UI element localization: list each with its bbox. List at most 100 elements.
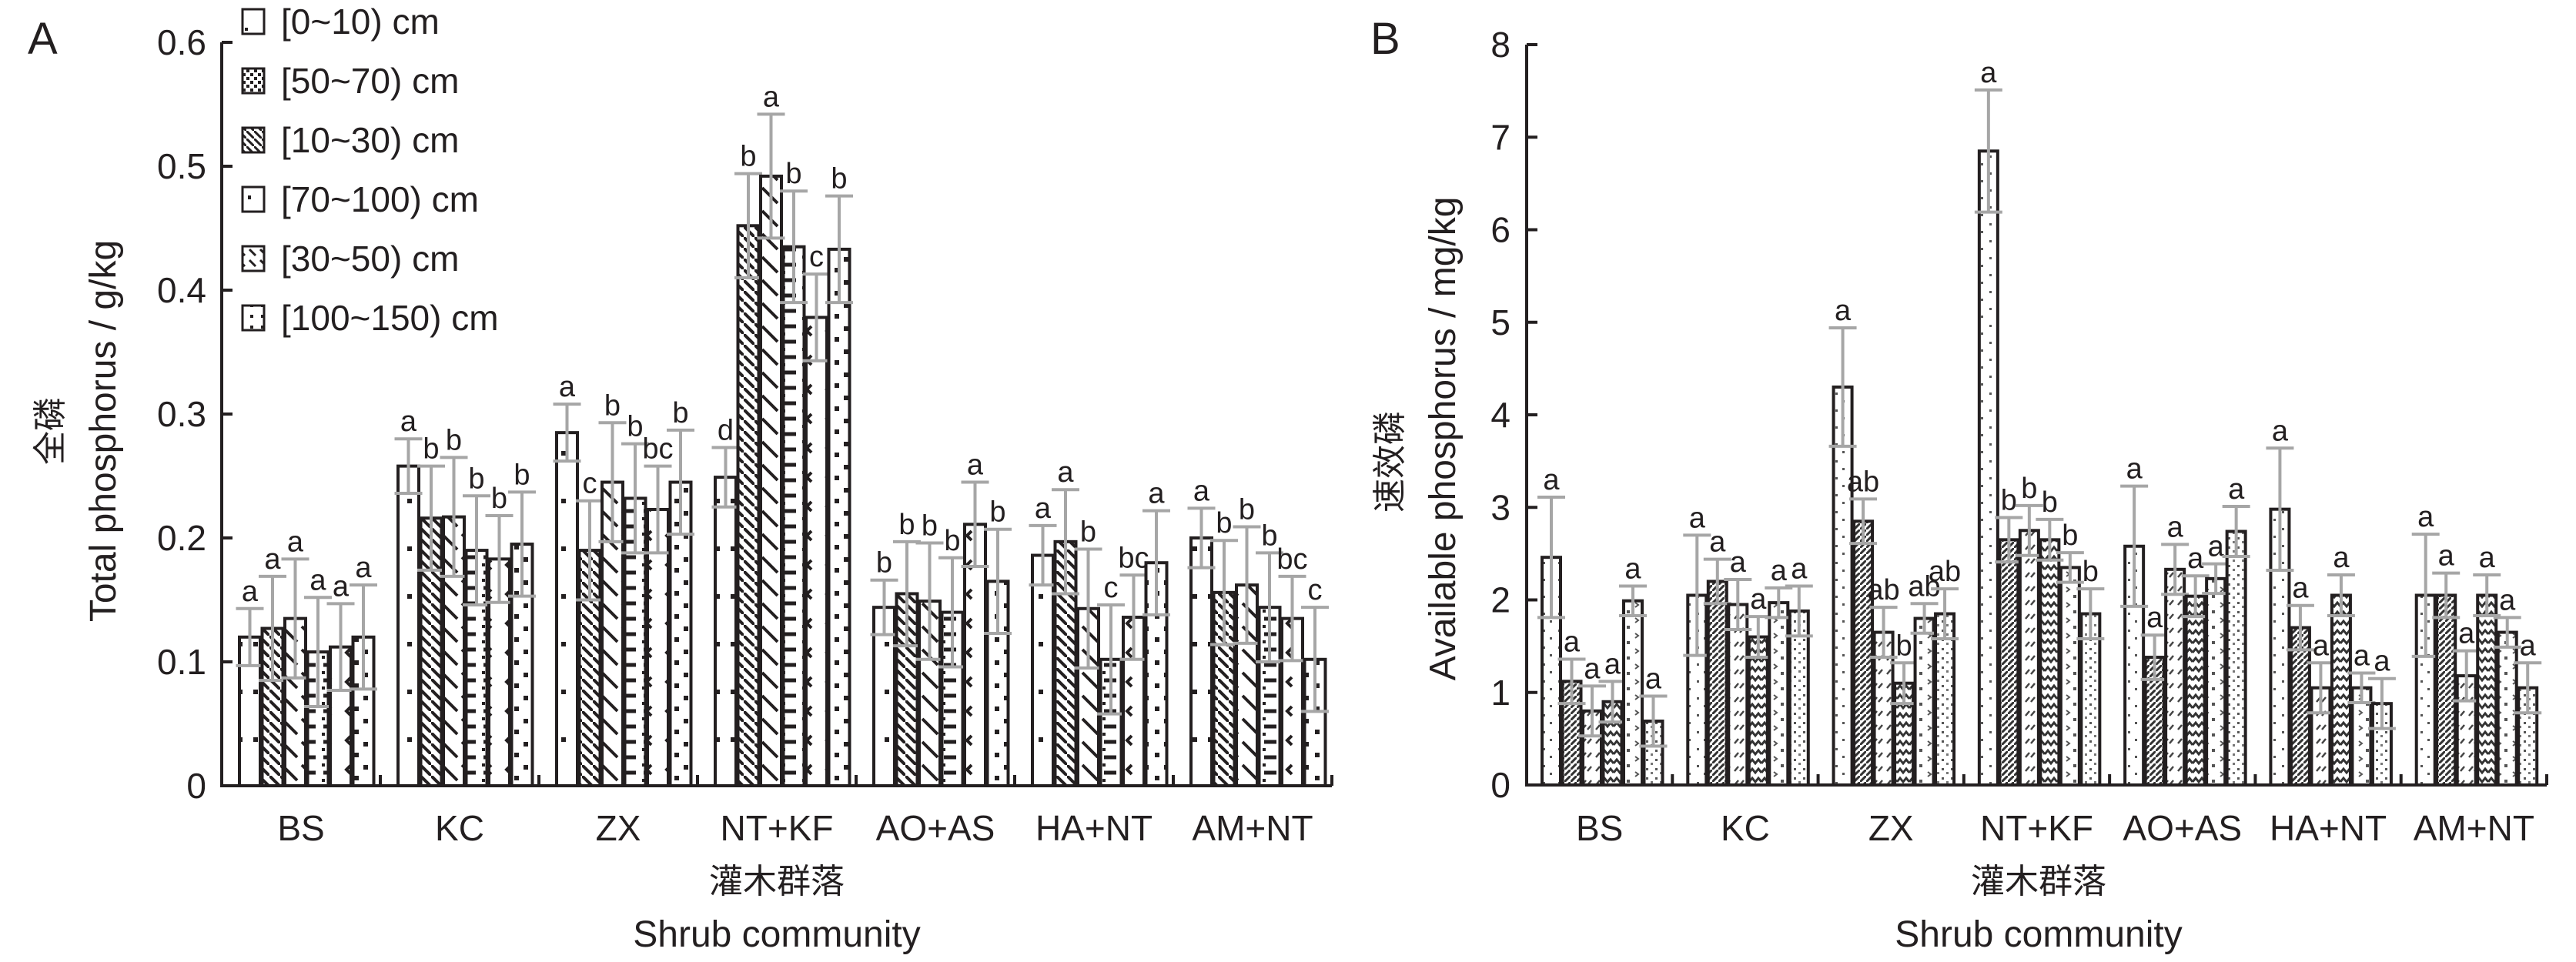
- x-category-label: NT+KF: [721, 808, 834, 848]
- bar: [2164, 567, 2186, 787]
- significance-letter: a: [2479, 542, 2496, 574]
- significance-letter: a: [2187, 543, 2204, 575]
- significance-letter: a: [1564, 626, 1581, 658]
- legend-label: [30~50) cm: [281, 239, 459, 279]
- bar: [238, 635, 262, 787]
- y-tick-label: 0: [186, 766, 206, 806]
- legend-label: [100~150) cm: [281, 298, 499, 338]
- significance-letter: a: [1543, 464, 1560, 496]
- bar: [759, 174, 783, 787]
- bar: [555, 431, 579, 788]
- significance-letter: b: [785, 158, 801, 190]
- y-tick-label: 2: [1490, 580, 1510, 620]
- bar: [1076, 606, 1100, 788]
- bar: [736, 224, 761, 787]
- significance-letter: a: [2417, 501, 2434, 533]
- significance-letter: b: [627, 411, 643, 443]
- bar: [872, 606, 896, 787]
- bar: [781, 245, 806, 787]
- bar: [2059, 566, 2081, 787]
- y-tick-label: 0.4: [157, 270, 206, 310]
- x-axis-title: Shrub community: [633, 914, 920, 955]
- significance-letter: a: [1624, 553, 1641, 585]
- significance-letter: a: [1835, 295, 1852, 327]
- legend-swatch: [241, 304, 266, 332]
- bar: [1998, 538, 2020, 787]
- significance-letter: b: [514, 459, 530, 491]
- legend-label: [0~10) cm: [281, 2, 440, 42]
- bar: [1852, 519, 1875, 787]
- significance-letter: a: [2499, 584, 2516, 616]
- bar: [1934, 612, 1956, 787]
- y-tick-label: 3: [1490, 487, 1510, 527]
- significance-letter: a: [2313, 630, 2330, 662]
- significance-letter: a: [309, 564, 326, 596]
- x-category-label: ZX: [1868, 808, 1914, 848]
- panel-letter-a: A: [28, 14, 58, 64]
- significance-letter: b: [1261, 519, 1277, 552]
- significance-letter: a: [2228, 473, 2245, 506]
- y-tick-label: 7: [1490, 117, 1510, 157]
- x-axis-title: Shrub community: [1895, 914, 2182, 955]
- significance-letter: a: [2126, 453, 2143, 486]
- x-category-label: HA+NT: [2270, 808, 2387, 848]
- significance-letter: a: [1771, 555, 1788, 587]
- x-axis-title-cn: 灌木群落: [1971, 862, 2106, 901]
- significance-letter: a: [355, 552, 372, 584]
- significance-letter: a: [333, 570, 350, 603]
- bar: [2476, 593, 2498, 787]
- legend-label: [70~100) cm: [281, 179, 479, 219]
- legend-swatch: [241, 126, 266, 154]
- significance-letter: c: [583, 468, 597, 500]
- y-tick-label: 0.1: [157, 642, 206, 682]
- significance-letter: a: [1730, 546, 1747, 579]
- bar: [805, 316, 828, 788]
- significance-letter: b: [2042, 486, 2058, 519]
- significance-letter: a: [2292, 573, 2309, 605]
- significance-letter: b: [604, 389, 621, 422]
- significance-letter: b: [1080, 516, 1096, 548]
- significance-letter: b: [672, 397, 688, 429]
- x-category-label: KC: [1721, 808, 1770, 848]
- significance-letter: a: [2167, 511, 2184, 543]
- y-tick-label: 0.2: [157, 518, 206, 558]
- significance-letter: a: [2520, 630, 2537, 662]
- significance-letter: a: [763, 81, 780, 113]
- significance-letter: a: [1791, 553, 1808, 585]
- significance-letter: a: [1584, 653, 1601, 685]
- x-category-label: NT+KF: [1980, 808, 2093, 848]
- bar: [396, 464, 420, 787]
- chart-panel-b: 0 1 2 3 4 5 6 7 8 Available phosphorus / mg/kg 速效磷…: [1370, 25, 2548, 955]
- significance-letter: b: [423, 433, 439, 466]
- significance-letter: b: [740, 141, 756, 173]
- significance-letter: d: [718, 414, 734, 446]
- chart-panel-a: 0 0.1 0.2 0.3 0.4 0.5 0.6 Total phosphorus / g/…: [31, 22, 1333, 955]
- bar: [827, 247, 851, 787]
- significance-letter: bc: [642, 433, 673, 466]
- significance-letter: a: [1645, 663, 1662, 696]
- x-category-label: AM+NT: [2414, 808, 2534, 848]
- bar: [1747, 635, 1769, 787]
- significance-letter: a: [1980, 57, 1997, 89]
- significance-letter: b: [2062, 519, 2078, 552]
- x-category-label: AO+AS: [2123, 808, 2242, 848]
- panel-letter-b: B: [1370, 14, 1400, 64]
- y-axis-title: Total phosphorus / g/kg: [83, 240, 124, 622]
- x-category-label: HA+NT: [1035, 808, 1153, 848]
- legend-swatch: [241, 185, 266, 213]
- bar: [2496, 630, 2518, 787]
- significance-letter: b: [989, 496, 1005, 529]
- x-category-label: AM+NT: [1192, 808, 1313, 848]
- significance-letter: a: [264, 543, 281, 576]
- significance-letter: a: [2208, 531, 2225, 563]
- legend-label: [50~70) cm: [281, 61, 459, 101]
- significance-letter: c: [1104, 572, 1119, 604]
- bar: [1832, 385, 1854, 787]
- significance-letter: b: [2001, 484, 2017, 516]
- significance-letter: a: [1193, 475, 1210, 507]
- y-tick-label: 0.3: [157, 394, 206, 434]
- significance-letter: b: [831, 163, 847, 195]
- bar: [714, 476, 738, 787]
- x-category-label: ZX: [596, 808, 641, 848]
- x-axis-title-cn: 灌木群落: [709, 862, 845, 901]
